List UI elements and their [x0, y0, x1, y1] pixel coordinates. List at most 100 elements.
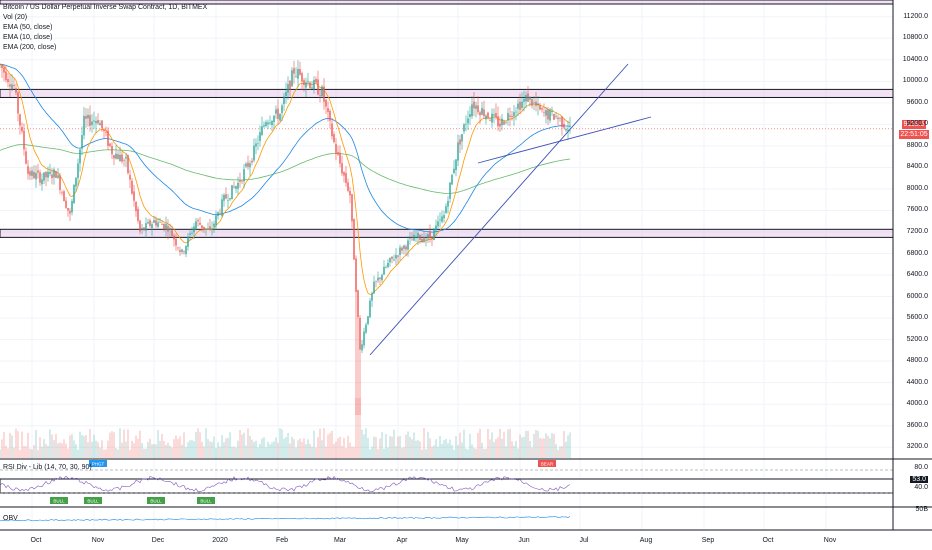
obv-label[interactable]: OBV — [3, 515, 18, 522]
volume-bar — [479, 428, 481, 458]
rsi-signal-text: BULL — [200, 499, 212, 504]
volume-bar — [193, 441, 195, 458]
candle-body — [447, 201, 449, 207]
candle-body — [495, 113, 497, 118]
candle-body — [237, 182, 239, 189]
volume-bar — [163, 440, 165, 458]
candle-body — [531, 99, 533, 106]
volume-bar — [239, 430, 241, 458]
price-band — [0, 88, 894, 98]
volume-bar — [71, 434, 73, 458]
candle-body — [307, 81, 309, 82]
y-tick-label: 5200.0 — [906, 335, 928, 343]
volume-bar — [5, 445, 7, 458]
volume-bar — [85, 435, 87, 458]
volume-bar — [115, 448, 117, 458]
candle-body — [209, 226, 211, 230]
candle-body — [5, 71, 7, 81]
volume-bar — [367, 438, 369, 458]
candle-body — [547, 109, 549, 120]
volume-bar — [513, 445, 515, 458]
y-tick-label: 4000.0 — [906, 400, 928, 408]
volume-bar — [555, 444, 557, 458]
candle-body — [313, 80, 315, 90]
candle-body — [125, 156, 127, 159]
candle-body — [35, 172, 37, 180]
candle-body — [109, 143, 111, 146]
volume-bar — [459, 432, 461, 458]
candle-body — [225, 194, 227, 199]
volume-bar — [507, 429, 509, 458]
candle-body — [81, 135, 83, 149]
candle-body — [267, 122, 269, 125]
candle-body — [339, 152, 341, 164]
rsi-label[interactable]: RSI Div - Lib (14, 70, 30, 90) — [3, 464, 92, 471]
volume-bar — [247, 428, 249, 458]
indicator-label[interactable]: Vol (20) — [3, 14, 28, 21]
volume-bar — [329, 432, 331, 458]
volume-bar — [169, 445, 171, 458]
candle-body — [539, 105, 541, 110]
candle-body — [251, 160, 253, 163]
volume-bar — [545, 433, 547, 458]
volume-bar — [529, 440, 531, 458]
volume-bar — [489, 439, 491, 458]
volume-bar — [471, 444, 473, 458]
volume-bar — [7, 448, 9, 458]
volume-bar — [395, 446, 397, 458]
rsi-signal-text: BULL — [150, 499, 162, 504]
candle-body — [407, 240, 409, 250]
volume-bar — [69, 435, 71, 458]
volume-bar — [141, 443, 143, 458]
candle-body — [93, 120, 95, 122]
indicator-label[interactable]: EMA (10, close) — [3, 34, 53, 41]
y-tick-label: 6400.0 — [906, 271, 928, 279]
volume-bar — [429, 438, 431, 458]
volume-bar — [461, 442, 463, 458]
candle-body — [537, 103, 539, 106]
candle-body — [561, 116, 563, 127]
volume-bar — [499, 428, 501, 458]
candle-body — [361, 344, 363, 351]
last-price-tag: 9118.5 — [902, 120, 926, 129]
candle-body — [101, 120, 103, 129]
volume-bar — [107, 440, 109, 458]
volume-bar — [425, 449, 427, 458]
candle-body — [423, 237, 425, 242]
candle-body — [155, 220, 157, 226]
volume-bar — [417, 440, 419, 458]
candle-body — [387, 262, 389, 268]
volume-bar — [253, 441, 255, 458]
candle-body — [413, 234, 415, 241]
volume-bar — [439, 436, 441, 458]
volume-bar — [195, 431, 197, 458]
volume-bar — [501, 438, 503, 458]
candle-body — [385, 266, 387, 268]
candle-body — [191, 232, 193, 234]
candle-body — [291, 70, 293, 87]
candle-body — [257, 142, 259, 144]
volume-bar — [139, 430, 141, 458]
candle-body — [247, 162, 249, 167]
candle-body — [73, 184, 75, 204]
volume-bar — [441, 443, 443, 458]
volume-bar — [97, 442, 99, 458]
volume-bar — [205, 428, 207, 458]
candle-body — [483, 109, 485, 117]
x-tick-label: Mar — [333, 537, 347, 544]
volume-bar — [533, 434, 535, 458]
candle-body — [253, 145, 255, 161]
volume-bar — [209, 441, 211, 458]
volume-bar — [401, 447, 403, 458]
volume-bar — [31, 449, 33, 458]
indicator-label[interactable]: EMA (50, close) — [3, 24, 53, 31]
volume-bar — [119, 428, 121, 458]
volume-bar — [287, 433, 289, 458]
volume-bar — [215, 448, 217, 458]
candle-body — [433, 228, 435, 241]
candle-body — [245, 163, 247, 167]
indicator-label[interactable]: EMA (200, close) — [3, 44, 57, 51]
candle-body — [161, 224, 163, 226]
volume-bar — [111, 431, 113, 458]
